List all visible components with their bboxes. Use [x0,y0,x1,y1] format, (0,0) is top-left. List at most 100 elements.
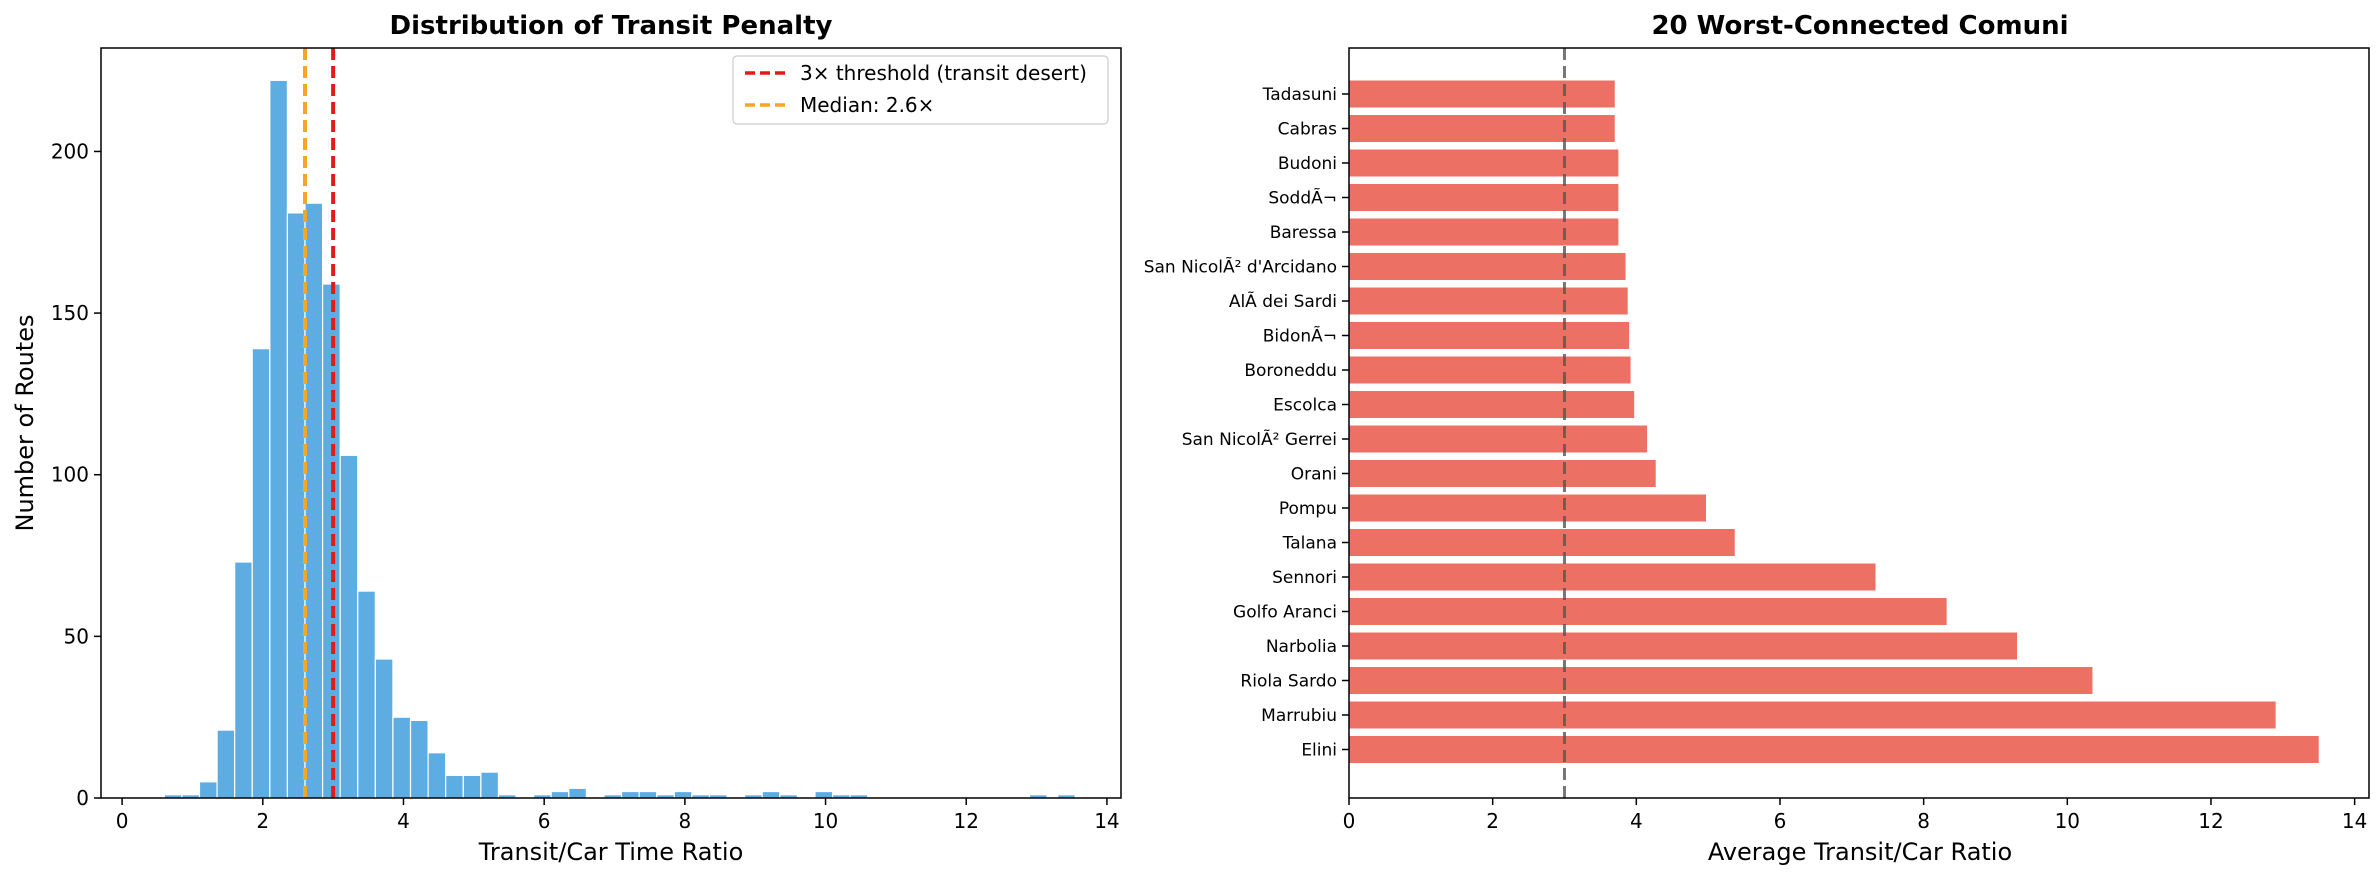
category-label: BidonÃ¬ [1263,325,1337,347]
hbar-bar [1349,494,1706,522]
category-label: Tadasuni [1262,85,1337,105]
legend-label-median: Median: 2.6× [800,93,934,117]
hbar-bar [1349,460,1656,487]
histogram-y-label: Number of Routes [11,315,39,532]
histogram-bar [673,790,693,799]
x-tick-label: 10 [2055,809,2080,833]
y-tick-label: 100 [51,463,89,487]
category-label: Escolca [1273,396,1337,416]
x-tick-label: 12 [954,809,979,833]
histogram-bar [392,716,412,799]
category-label: Sennori [1272,568,1337,588]
histogram-bar [304,202,324,799]
hbar-bar [1349,632,2018,660]
x-tick-label: 4 [1630,809,1643,833]
hbar-bar [1349,218,1619,246]
hbar-x-ticks: 0 2 4 6 8 10 12 14 [1343,798,2367,833]
x-tick-label: 4 [397,809,410,833]
hbar-bar [1349,701,2276,729]
hbar-bar [1349,356,1631,384]
category-label: AlÃ dei Sardi [1229,290,1337,312]
histogram-bar [409,719,429,799]
x-tick-label: 8 [678,809,691,833]
histogram-bar [339,454,359,799]
histogram-title: Distribution of Transit Penalty [390,11,833,41]
y-tick-label: 50 [64,624,89,648]
histogram-bar [234,561,253,799]
x-tick-label: 0 [1343,809,1356,833]
legend-label-threshold: 3× threshold (transit desert) [800,61,1087,85]
hbar-bar [1349,391,1635,418]
hbar-bar [1349,529,1735,556]
category-label: San NicolÃ² d'Arcidano [1144,256,1337,278]
histogram-bar [216,729,236,799]
category-label: Golfo Aranci [1233,603,1337,623]
hbar-bar [1349,115,1615,142]
histogram-bar [814,790,834,799]
y-tick-label: 150 [51,301,89,325]
hbar-bar [1349,149,1619,177]
hbar-category-labels: Tadasuni Cabras Budoni SoddÃ¬ Baressa San Nic… [1144,85,1349,761]
category-label: Baressa [1270,223,1337,243]
y-tick-label: 200 [51,139,89,163]
category-label: Narbolia [1266,637,1337,657]
x-tick-label: 6 [538,809,551,833]
x-tick-label: 10 [813,809,838,833]
histogram-bar [480,771,500,799]
hbar-bar [1349,563,1876,591]
x-tick-label: 6 [1774,809,1787,833]
histogram-bar [638,790,658,799]
histogram-y-ticks: 0 50 100 150 200 [51,139,101,810]
hbar-panel: 20 Worst-Connected Comuni 0 2 4 6 8 10 12 14 Ta… [1144,11,2370,866]
hbar-bar [1349,736,2319,763]
histogram-bar [462,774,482,799]
histogram-panel: Distribution of Transit Penalty 0 2 4 6 8 10 1… [11,11,1122,866]
category-label: SoddÃ¬ [1268,187,1337,209]
histogram-x-ticks: 0 2 4 6 8 10 12 14 [116,798,1120,833]
histogram-bar [269,79,289,799]
x-tick-label: 0 [116,809,129,833]
histogram-bar [550,790,570,799]
hbar-bar [1349,80,1615,108]
hbar-bar [1349,667,2093,694]
histogram-legend: 3× threshold (transit desert) Median: 2.… [732,55,1109,125]
histogram-bar [286,212,306,799]
category-label: Orani [1291,465,1337,485]
hbar-x-label: Average Transit/Car Ratio [1708,838,2012,866]
category-label: Elini [1301,741,1337,761]
histogram-axes-frame [100,47,1122,799]
hbar-bar [1349,425,1648,453]
x-tick-label: 14 [1094,809,1119,833]
histogram-bar [251,348,271,799]
histogram-bar [427,752,447,799]
histogram-x-label: Transit/Car Time Ratio [478,838,744,866]
y-tick-label: 0 [76,786,89,810]
category-label: Riola Sardo [1240,672,1337,692]
histogram-bar [198,781,218,799]
hbar-bar [1349,322,1630,349]
x-tick-label: 2 [1486,809,1499,833]
histogram-bar [357,590,376,799]
hbar-bar [1349,598,1947,625]
hbar-bar [1349,253,1626,280]
legend-frame [732,55,1109,125]
hbar-axes-frame [1348,47,2370,799]
histogram-bar [761,790,781,799]
hbar-bars [1349,80,2319,763]
hbar-title: 20 Worst-Connected Comuni [1651,11,2068,41]
category-label: Talana [1282,534,1337,554]
histogram-bar [445,774,464,799]
category-label: Marrubiu [1261,706,1337,726]
category-label: Boroneddu [1244,361,1337,381]
hbar-bar [1349,287,1628,315]
hbar-bar [1349,184,1619,211]
histogram-bar [568,787,587,799]
category-label: Budoni [1278,154,1337,174]
x-tick-label: 2 [256,809,269,833]
histogram-bar [620,790,640,799]
x-tick-label: 14 [2342,809,2367,833]
histogram-bars [163,79,1076,799]
category-label: Pompu [1279,499,1337,519]
category-label: Cabras [1278,120,1337,140]
